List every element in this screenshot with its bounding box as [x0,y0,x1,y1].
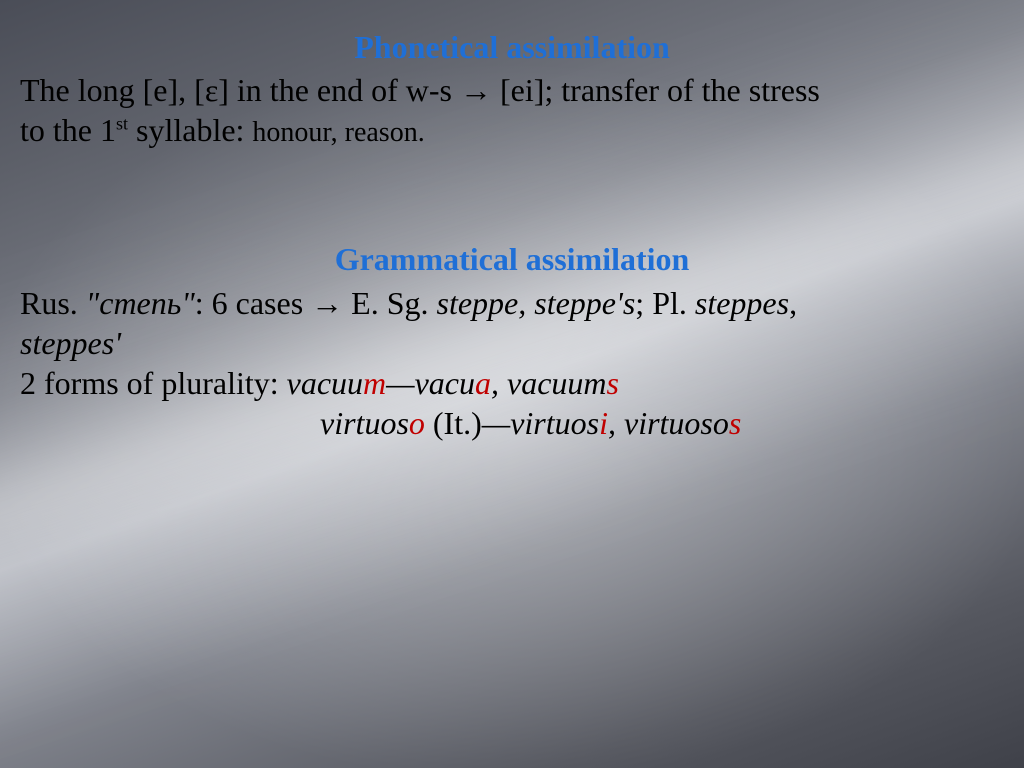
virtuoso-hl: o [409,405,425,441]
gram-l1-d: ; Pl. [635,285,695,321]
phonetical-line-2: to the 1st syllable: honour, reason. [20,110,1004,150]
vacuum-hl1: m [363,365,386,401]
virtuosos-stem: virtuoso [624,405,729,441]
virtuosos-hl: s [729,405,741,441]
gram-l1-f: , [789,285,797,321]
grammatical-line-4: virtuoso (It.)—virtuosi, virtuosos [20,403,1004,443]
grammatical-line-2: steppes' [20,323,1004,363]
phonetical-line-2b: syllable: [128,112,252,148]
comma-2: , [608,405,624,441]
comma-1: , [491,365,507,401]
gram-l1-b: : 6 cases → E. Sg. [195,285,437,321]
grammatical-line-3: 2 forms of plurality: vacuum—vacua, vacu… [20,363,1004,403]
gram-l1-e: steppes [695,285,789,321]
dash-2: — [482,405,510,441]
section-title-phonetical: Phonetical assimilation [20,28,1004,66]
grammatical-line-1: Rus. "степь": 6 cases → E. Sg. steppe, s… [20,283,1004,323]
phonetical-line-2a: to the 1 [20,112,116,148]
slide: Phonetical assimilation The long [e], [ε… [0,0,1024,768]
it-note: (It.) [425,405,482,441]
gram-l1-a: Rus. [20,285,86,321]
virtuoso-stem: virtuos [320,405,409,441]
virtuosi-stem: virtuos [510,405,599,441]
vacuums-stem: vacuum [507,365,607,401]
section-spacer [20,150,1004,240]
vacua-stem: vacu [415,365,475,401]
dash-1: — [386,365,414,401]
vacuums-hl: s [607,365,619,401]
phonetical-examples: honour, reason. [252,117,424,148]
gram-l1-quote: "степь" [86,285,195,321]
section-title-grammatical: Grammatical assimilation [20,240,1004,278]
virtuosi-hl: i [599,405,608,441]
vacua-hl: a [475,365,491,401]
ordinal-st: st [116,114,128,134]
vacuum-stem1: vacuu [287,365,363,401]
gram-l3-intro: 2 forms of plurality: [20,365,287,401]
phonetical-line-1: The long [e], [ε] in the end of w-s → [e… [20,70,1004,110]
slide-content: Phonetical assimilation The long [e], [ε… [20,28,1004,443]
gram-l1-c: steppe, steppe's [437,285,636,321]
